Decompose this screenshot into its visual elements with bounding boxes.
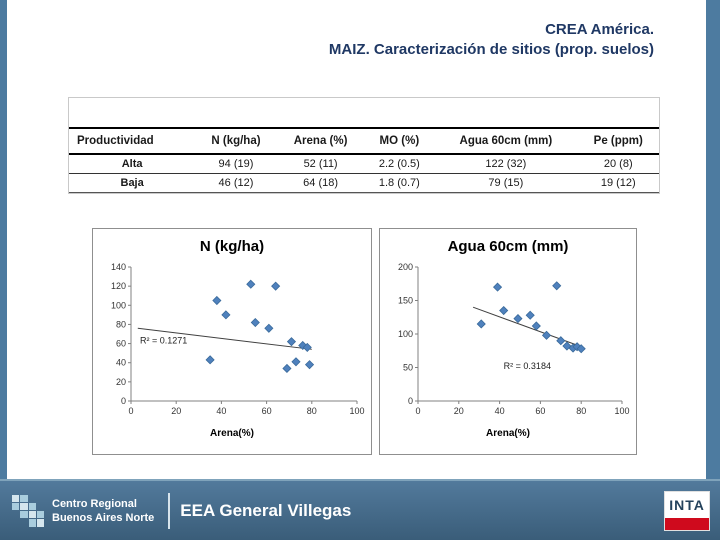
svg-text:20: 20 <box>454 406 464 416</box>
svg-text:80: 80 <box>307 406 317 416</box>
cell-value: 64 (18) <box>276 173 365 193</box>
svg-text:100: 100 <box>349 406 364 416</box>
org-line1: Centro Regional <box>52 497 137 510</box>
table-row-alta: Alta 94 (19) 52 (11) 2.2 (0.5) 122 (32) … <box>69 154 659 174</box>
svg-text:60: 60 <box>262 406 272 416</box>
inta-logo-icon: INTA <box>664 490 710 531</box>
svg-text:0: 0 <box>408 396 413 406</box>
centro-regional-logo-icon <box>12 494 44 527</box>
svg-text:150: 150 <box>398 296 413 306</box>
chart-xlabel: Arena(%) <box>486 428 530 439</box>
svg-text:80: 80 <box>116 319 126 329</box>
cell-value: 2.2 (0.5) <box>364 154 435 174</box>
chart-xlabel: Arena(%) <box>210 428 254 439</box>
svg-text:100: 100 <box>398 329 413 339</box>
svg-text:50: 50 <box>403 363 413 373</box>
cell-value: 79 (15) <box>434 173 578 193</box>
chart-title: N (kg/ha) <box>199 238 265 255</box>
svg-text:20: 20 <box>116 377 126 387</box>
cell-value: 46 (12) <box>195 173 277 193</box>
slide-content-area: CREA América. MAIZ. Caracterización de s… <box>7 0 706 479</box>
slide-title: CREA América. MAIZ. Caracterización de s… <box>329 20 654 60</box>
row-label: Baja <box>69 173 196 193</box>
scatter-chart-n: N (kg/ha) 0 20 40 60 80 100 120 140 0 20 40 60 80 100… <box>92 228 372 455</box>
station-name: EEA General Villegas <box>180 500 352 520</box>
col-header-mo: MO (%) <box>364 127 435 155</box>
cell-value: 94 (19) <box>195 154 277 174</box>
org-line2: Buenos Aires Norte <box>52 511 155 524</box>
svg-text:R² = 0.3184: R² = 0.3184 <box>504 361 551 371</box>
svg-text:40: 40 <box>216 406 226 416</box>
svg-text:R² = 0.1271: R² = 0.1271 <box>140 336 187 346</box>
table-header-row: Productividad N (kg/ha) Arena (%) MO (%)… <box>69 127 659 155</box>
svg-text:100: 100 <box>614 406 629 416</box>
footer-divider <box>168 492 171 529</box>
svg-text:140: 140 <box>111 262 126 272</box>
chart-title: Agua 60cm (mm) <box>447 238 569 255</box>
svg-text:60: 60 <box>116 339 126 349</box>
slide-title-line2: MAIZ. Caracterización de sitios (prop. s… <box>328 41 654 58</box>
cell-value: 1.8 (0.7) <box>364 173 435 193</box>
svg-text:60: 60 <box>535 406 545 416</box>
inta-logo-text: INTA <box>669 496 705 513</box>
col-header-arena: Arena (%) <box>276 127 365 155</box>
stats-table: Productividad N (kg/ha) Arena (%) MO (%)… <box>68 97 660 194</box>
scatter-plot-n: 0 20 40 60 80 100 120 140 0 20 40 60 80 100 R² = 0.127… <box>111 262 365 416</box>
slide-title-line1: CREA América. <box>545 21 654 38</box>
svg-text:200: 200 <box>398 262 413 272</box>
svg-text:80: 80 <box>576 406 586 416</box>
svg-text:20: 20 <box>171 406 181 416</box>
svg-text:40: 40 <box>116 358 126 368</box>
cell-value: 122 (32) <box>434 154 578 174</box>
org-name: Centro Regional Buenos Aires Norte <box>52 497 154 525</box>
table-spacer-row <box>69 98 659 128</box>
col-header-agua: Agua 60cm (mm) <box>434 127 578 155</box>
cell-value: 19 (12) <box>577 173 659 193</box>
cell-value: 52 (11) <box>276 154 365 174</box>
scatter-plot-agua: 0 50 100 150 200 0 20 40 60 80 100 R² = 0.3184 <box>398 262 630 416</box>
col-header-pe: Pe (ppm) <box>577 127 659 155</box>
col-header-n: N (kg/ha) <box>195 127 277 155</box>
table-row-baja: Baja 46 (12) 64 (18) 1.8 (0.7) 79 (15) 1… <box>69 173 659 193</box>
cell-value: 20 (8) <box>577 154 659 174</box>
col-header-productividad: Productividad <box>69 127 196 155</box>
row-label: Alta <box>69 154 196 174</box>
scatter-chart-agua: Agua 60cm (mm) 0 50 100 150 200 0 20 40 60 80 100 R… <box>379 228 637 455</box>
svg-text:0: 0 <box>415 406 420 416</box>
svg-text:120: 120 <box>111 281 126 291</box>
svg-text:0: 0 <box>121 396 126 406</box>
svg-text:40: 40 <box>495 406 505 416</box>
footer-bar: Centro Regional Buenos Aires Norte EEA G… <box>0 479 720 540</box>
svg-text:0: 0 <box>128 406 133 416</box>
svg-text:100: 100 <box>111 300 126 310</box>
inta-logo-red-bar <box>665 517 709 530</box>
